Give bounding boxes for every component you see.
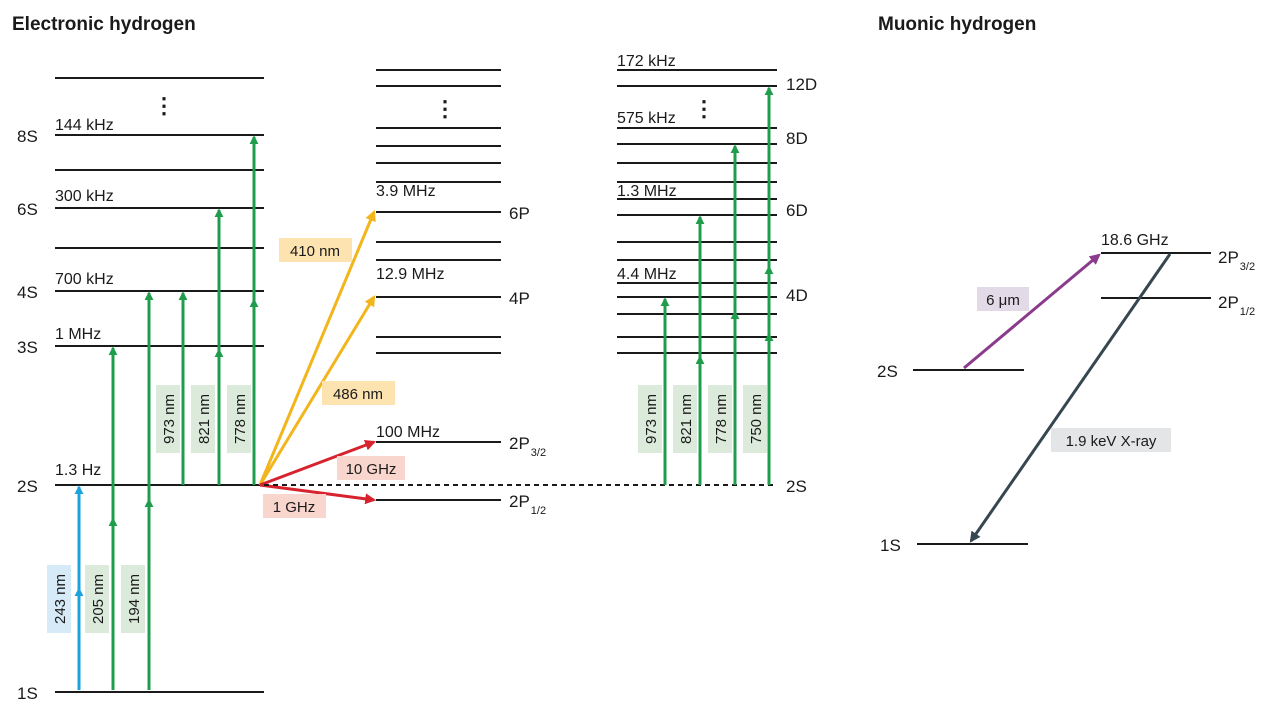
- svg-text:778 nm: 778 nm: [713, 394, 730, 444]
- tag-973nm: 973 nm: [156, 385, 180, 453]
- tag-10ghz: 10 GHz: [337, 456, 405, 480]
- tag-d-973nm: 973 nm: [638, 385, 662, 453]
- label-1s: 1S: [17, 684, 38, 703]
- svg-text:205 nm: 205 nm: [90, 574, 107, 624]
- tag-778nm: 778 nm: [227, 385, 251, 453]
- tag-410nm: 410 nm: [279, 238, 352, 262]
- svg-text:821 nm: 821 nm: [196, 394, 213, 444]
- width-6d: 1.3 MHz: [617, 183, 677, 200]
- s-levels: [55, 77, 264, 693]
- label-mu-2p12: 2P1/2: [1218, 293, 1255, 318]
- muonic-title: Muonic hydrogen: [878, 14, 1036, 35]
- label-2p12: 2P1/2: [509, 492, 546, 517]
- svg-text:750 nm: 750 nm: [748, 394, 765, 444]
- label-8d: 8D: [786, 129, 808, 148]
- svg-text:778 nm: 778 nm: [232, 394, 249, 444]
- width-3s: 1 MHz: [55, 326, 101, 343]
- label-4s: 4S: [17, 283, 38, 302]
- label-mu-2p32: 2P3/2: [1218, 248, 1255, 273]
- width-8s: 144 kHz: [55, 117, 114, 134]
- label-mu-1s: 1S: [880, 536, 901, 555]
- label-8s: 8S: [17, 127, 38, 146]
- label-6d: 6D: [786, 201, 808, 220]
- svg-text:194 nm: 194 nm: [126, 574, 143, 624]
- svg-text:1 GHz: 1 GHz: [273, 499, 316, 516]
- tag-d-750nm: 750 nm: [743, 385, 767, 453]
- electronic-title: Electronic hydrogen: [12, 14, 196, 35]
- label-mu-2s: 2S: [877, 362, 898, 381]
- arrow-xray: [969, 253, 1172, 543]
- svg-text:6 μm: 6 μm: [986, 292, 1020, 309]
- tag-d-821nm: 821 nm: [673, 385, 697, 453]
- width-2p32: 100 MHz: [376, 424, 440, 441]
- label-2s: 2S: [17, 477, 38, 496]
- tag-6um: 6 μm: [977, 287, 1029, 311]
- label-2p32: 2P3/2: [509, 434, 546, 459]
- svg-text:243 nm: 243 nm: [52, 574, 69, 624]
- tag-205nm: 205 nm: [85, 565, 109, 633]
- label-6s: 6S: [17, 200, 38, 219]
- d-levels: [617, 69, 777, 354]
- svg-text:486 nm: 486 nm: [333, 386, 383, 403]
- arrow-6um: [963, 253, 1101, 370]
- tag-821nm: 821 nm: [191, 385, 215, 453]
- label-12d: 12D: [786, 75, 817, 94]
- width-6s: 300 kHz: [55, 188, 114, 205]
- width-mu-2p32: 18.6 GHz: [1101, 232, 1169, 249]
- width-2s: 1.3 Hz: [55, 462, 101, 479]
- width-6p: 3.9 MHz: [376, 183, 436, 200]
- label-4p: 4P: [509, 289, 530, 308]
- label-2s-right: 2S: [786, 477, 807, 496]
- arrow-410nm: [258, 209, 376, 486]
- tag-486nm: 486 nm: [322, 381, 395, 405]
- svg-text:821 nm: 821 nm: [678, 394, 695, 444]
- label-3s: 3S: [17, 338, 38, 357]
- arrow-1ghz: [259, 483, 377, 505]
- tag-xray: 1.9 keV X-ray: [1051, 428, 1171, 452]
- label-6p: 6P: [509, 204, 530, 223]
- width-4p: 12.9 MHz: [376, 266, 444, 283]
- tag-1ghz: 1 GHz: [263, 494, 326, 518]
- label-4d: 4D: [786, 286, 808, 305]
- tag-194nm: 194 nm: [121, 565, 145, 633]
- p-levels: [376, 69, 501, 501]
- width-4s: 700 kHz: [55, 271, 114, 288]
- svg-text:1.9 keV X-ray: 1.9 keV X-ray: [1066, 433, 1157, 450]
- svg-text:10 GHz: 10 GHz: [346, 461, 397, 478]
- arrow-10ghz: [259, 439, 377, 487]
- tag-d-778nm: 778 nm: [708, 385, 732, 453]
- arrow-486nm: [258, 295, 376, 486]
- muonic-levels: [913, 252, 1211, 545]
- vertical-ellipsis: ⋮: [153, 93, 175, 118]
- vertical-ellipsis: ⋮: [434, 96, 456, 121]
- svg-text:973 nm: 973 nm: [643, 394, 660, 444]
- tag-243nm: 243 nm: [47, 565, 71, 633]
- svg-text:410 nm: 410 nm: [290, 243, 340, 260]
- vertical-ellipsis: ⋮: [693, 96, 715, 121]
- svg-text:973 nm: 973 nm: [161, 394, 178, 444]
- width-8d: 575 kHz: [617, 110, 676, 127]
- width-4d: 4.4 MHz: [617, 266, 677, 283]
- width-12d: 172 kHz: [617, 53, 676, 70]
